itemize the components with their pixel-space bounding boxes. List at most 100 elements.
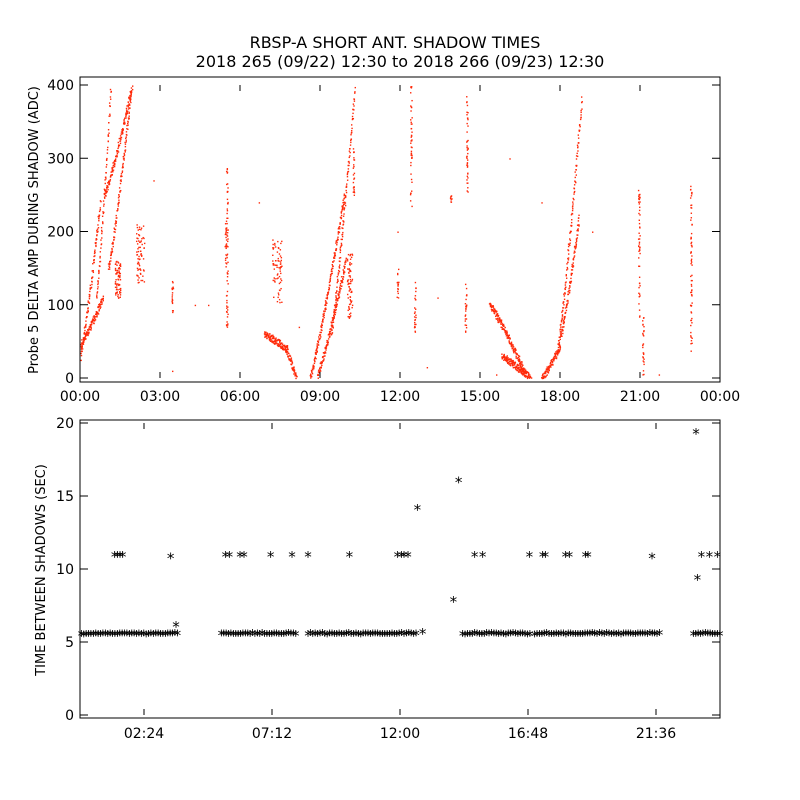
data-point: [333, 312, 336, 314]
data-point: [522, 369, 524, 371]
data-point: [102, 298, 104, 300]
data-point: [520, 370, 522, 373]
data-point: [331, 329, 333, 331]
data-point-star: *: [291, 627, 300, 645]
data-point: [350, 270, 352, 273]
data-point: [130, 94, 132, 96]
data-point: [507, 359, 509, 362]
data-point-star: *: [691, 425, 700, 443]
data-point-star: *: [571, 627, 580, 645]
data-point: [343, 198, 345, 200]
data-point-star: *: [380, 627, 389, 645]
data-point: [288, 355, 290, 358]
data-point: [136, 226, 139, 229]
data-point: [295, 373, 297, 375]
data-point: [322, 318, 324, 321]
data-point: [227, 283, 229, 285]
data-point: [346, 175, 349, 178]
data-point: [172, 282, 174, 284]
data-point: [505, 335, 508, 337]
data-point: [311, 372, 314, 375]
data-point: [119, 265, 122, 268]
data-point: [102, 297, 104, 300]
data-point: [118, 284, 120, 287]
data-point: [558, 344, 561, 347]
data-point-star: *: [385, 627, 394, 645]
data-point: [323, 358, 325, 360]
data-point: [578, 129, 580, 132]
data-point: [410, 136, 412, 138]
data-point-star: *: [418, 625, 427, 643]
data-point: [325, 301, 327, 303]
data-point: [336, 244, 338, 246]
data-point: [88, 296, 91, 298]
data-point: [86, 312, 89, 314]
data-point: [100, 200, 102, 203]
data-point: [574, 180, 576, 182]
data-point: [153, 180, 155, 182]
data-point: [325, 345, 328, 348]
data-point: [638, 201, 640, 203]
data-point: [108, 268, 111, 270]
data-point: [95, 245, 97, 248]
data-point: [101, 232, 103, 235]
data-point: [639, 235, 641, 237]
data-point: [117, 295, 119, 298]
data-point: [117, 205, 120, 207]
data-point: [350, 138, 353, 140]
data-point: [563, 320, 565, 323]
data-point: [354, 92, 356, 94]
data-point: [91, 319, 94, 322]
data-point: [171, 294, 174, 296]
data-point: [97, 283, 99, 286]
data-point: [347, 283, 349, 286]
data-point: [467, 173, 469, 175]
data-point: [286, 346, 289, 348]
data-point-star: *: [487, 626, 496, 644]
data-point: [279, 263, 282, 265]
data-point: [410, 121, 412, 124]
data-point: [638, 194, 641, 196]
data-point: [274, 340, 277, 342]
data-point: [225, 266, 227, 268]
data-point: [227, 313, 229, 316]
data-point: [121, 131, 124, 133]
data-point: [575, 158, 578, 160]
data-point: [326, 341, 328, 344]
data-point: [336, 242, 338, 244]
data-point: [514, 363, 516, 365]
data-point-star: *: [521, 627, 530, 645]
data-point-star: *: [399, 627, 408, 645]
data-point: [338, 294, 340, 296]
data-point: [690, 258, 693, 261]
y-tick-label: 400: [47, 78, 74, 94]
data-point-star: *: [694, 627, 703, 645]
data-point: [274, 242, 276, 245]
top-plot-frame: [79, 76, 721, 383]
data-point: [509, 360, 511, 362]
data-point: [98, 310, 100, 312]
data-point: [410, 173, 412, 175]
data-point: [108, 260, 111, 263]
data-point: [335, 248, 338, 250]
data-point-star: *: [84, 627, 93, 645]
data-point: [138, 258, 141, 261]
data-point: [334, 313, 336, 316]
data-point: [509, 337, 511, 339]
data-point: [567, 257, 570, 259]
data-point: [225, 229, 227, 232]
data-point: [319, 337, 321, 340]
data-point: [507, 334, 509, 337]
data-point-star: *: [239, 548, 248, 566]
data-point: [504, 326, 506, 329]
data-point: [690, 244, 693, 247]
data-point: [311, 370, 313, 373]
data-point: [466, 122, 468, 125]
data-point: [353, 177, 356, 179]
data-point: [106, 190, 108, 193]
data-point: [507, 357, 509, 359]
data-point: [520, 361, 522, 363]
data-point: [466, 157, 468, 160]
data-point-star: *: [538, 548, 547, 566]
data-point: [546, 369, 548, 371]
